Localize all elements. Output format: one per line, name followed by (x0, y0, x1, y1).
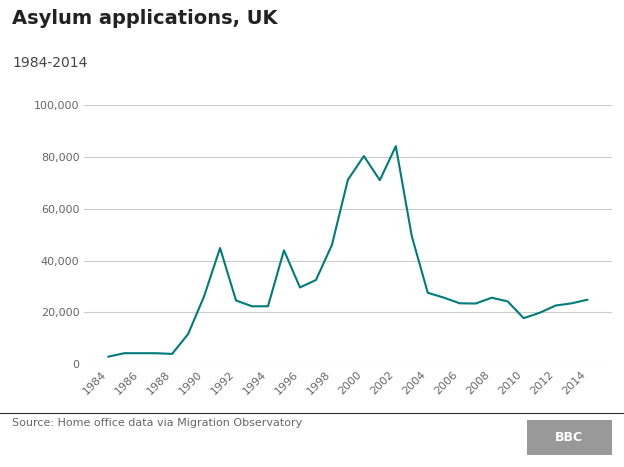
Text: Asylum applications, UK: Asylum applications, UK (12, 9, 278, 28)
Text: 1984-2014: 1984-2014 (12, 56, 88, 70)
Text: Source: Home office data via Migration Observatory: Source: Home office data via Migration O… (12, 418, 303, 428)
Text: BBC: BBC (555, 432, 583, 444)
